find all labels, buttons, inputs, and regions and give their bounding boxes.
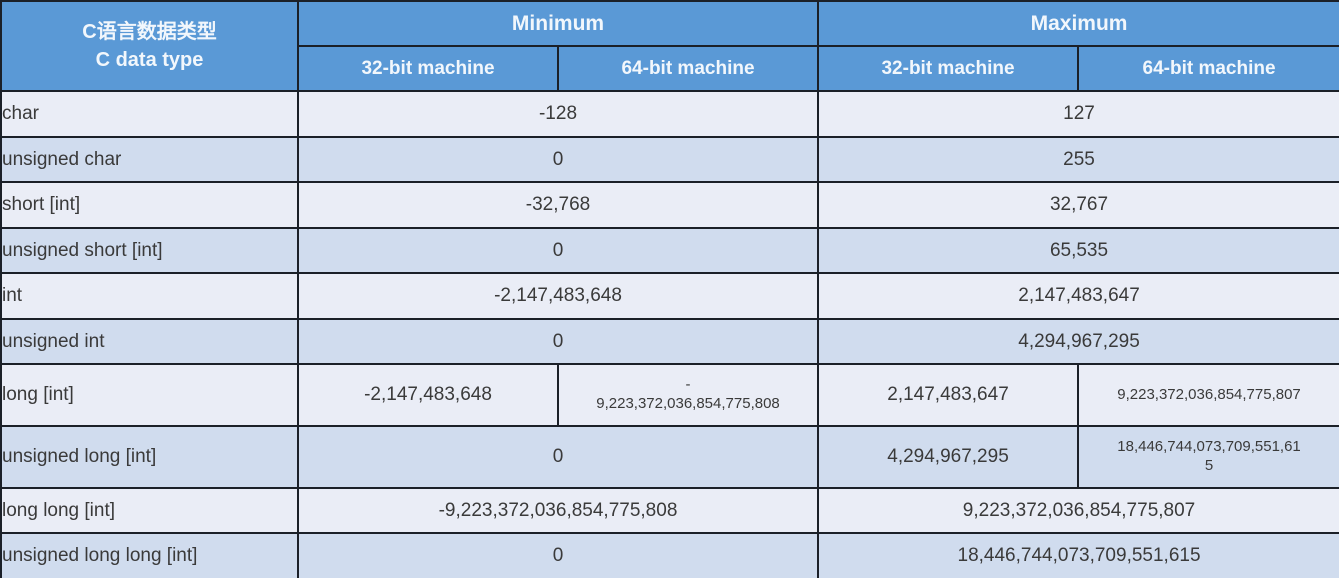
header-maximum: Maximum (817, 0, 1339, 47)
type-label: unsigned short [int] (0, 227, 299, 274)
type-label: short [int] (0, 181, 299, 229)
min-value: -32,768 (296, 181, 820, 229)
min-64bit-value: - 9,223,372,036,854,775,808 (556, 363, 820, 427)
table-row-long-long: long long [int] -9,223,372,036,854,775,8… (0, 487, 1339, 534)
max-value: 9,223,372,036,854,775,807 (817, 487, 1339, 534)
table-row-unsigned-char: unsigned char 0 255 (0, 136, 1339, 183)
type-label: char (0, 90, 299, 138)
header-min-64bit: 64-bit machine (556, 45, 820, 92)
max-64bit-value: 18,446,744,073,709,551,61 5 (1077, 425, 1339, 489)
table-row-unsigned-long: unsigned long [int] 0 4,294,967,295 18,4… (0, 425, 1339, 489)
min-value: -9,223,372,036,854,775,808 (296, 487, 820, 534)
max-value: 4,294,967,295 (817, 318, 1339, 365)
min-value: 0 (296, 136, 820, 183)
max-value: 2,147,483,647 (817, 272, 1339, 320)
header-minimum: Minimum (296, 0, 820, 47)
max-value: 127 (817, 90, 1339, 138)
min-value: 0 (296, 318, 820, 365)
type-label: unsigned long long [int] (0, 532, 299, 578)
max-value: 65,535 (817, 227, 1339, 274)
min-value: 0 (296, 532, 820, 578)
table-row-unsigned-short: unsigned short [int] 0 65,535 (0, 227, 1339, 274)
table-row-long: long [int] -2,147,483,648 - 9,223,372,03… (0, 363, 1339, 427)
max-value: 32,767 (817, 181, 1339, 229)
type-label: long long [int] (0, 487, 299, 534)
type-label: unsigned char (0, 136, 299, 183)
min-value: 0 (296, 227, 820, 274)
type-label: unsigned long [int] (0, 425, 299, 489)
table-row-int: int -2,147,483,648 2,147,483,647 (0, 272, 1339, 320)
type-label: int (0, 272, 299, 320)
max-value: 255 (817, 136, 1339, 183)
max-32bit-value: 4,294,967,295 (817, 425, 1080, 489)
header-max-32bit: 32-bit machine (817, 45, 1080, 92)
table-row-unsigned-long-long: unsigned long long [int] 0 18,446,744,07… (0, 532, 1339, 578)
min-value: 0 (296, 425, 820, 489)
min-32bit-value: -2,147,483,648 (297, 363, 559, 427)
max-64bit-value: 9,223,372,036,854,775,807 (1077, 363, 1339, 427)
table-row-char: char -128 127 (0, 90, 1339, 138)
type-label: unsigned int (0, 318, 299, 365)
table-row-short: short [int] -32,768 32,767 (0, 181, 1339, 229)
min-value: -128 (296, 90, 820, 138)
header-c-data-type: C语言数据类型 C data type (0, 0, 299, 92)
header-max-64bit: 64-bit machine (1077, 45, 1339, 92)
max-32bit-value: 2,147,483,647 (817, 363, 1080, 427)
table-row-unsigned-int: unsigned int 0 4,294,967,295 (0, 318, 1339, 365)
min-value: -2,147,483,648 (296, 272, 820, 320)
type-label: long [int] (0, 363, 299, 427)
max-value: 18,446,744,073,709,551,615 (817, 532, 1339, 578)
header-min-32bit: 32-bit machine (297, 45, 559, 92)
